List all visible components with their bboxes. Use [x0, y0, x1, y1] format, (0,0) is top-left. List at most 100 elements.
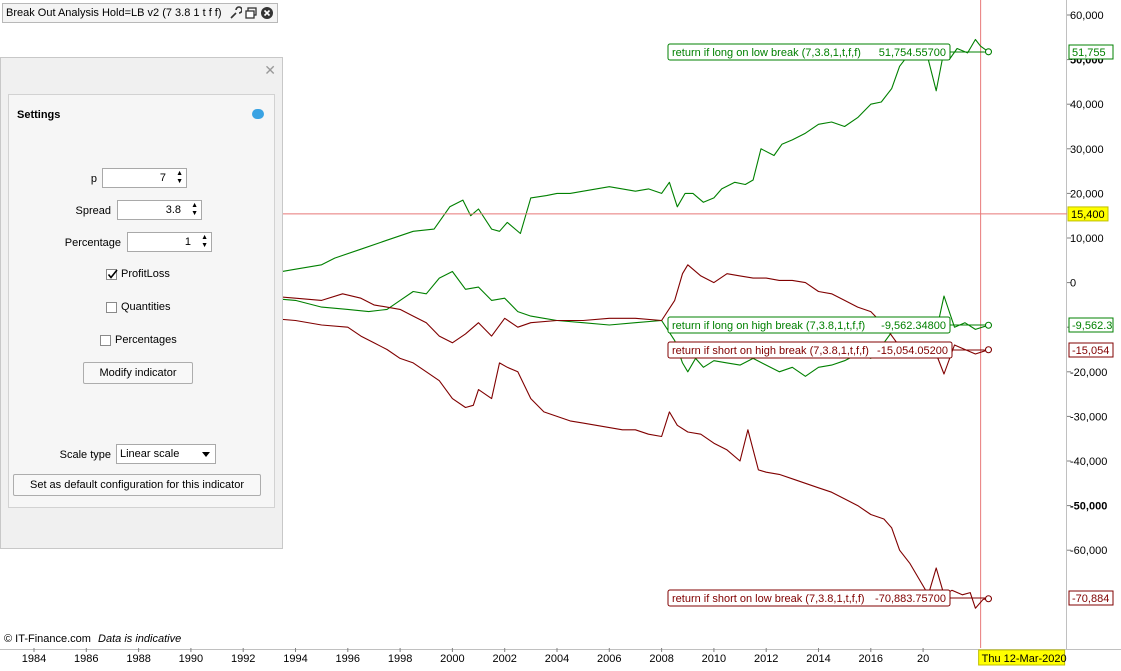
series-endpoint-1	[984, 321, 993, 329]
indicator-title-bar[interactable]: Break Out Analysis Hold=LB v2 (7 3.8 1 t…	[2, 3, 278, 23]
stepper-arrows-icon[interactable]: ▲ ▼	[201, 234, 208, 249]
x-tick-label: 2008	[649, 653, 673, 665]
checkbox-box[interactable]	[106, 268, 118, 280]
y-tick-label: 0	[1070, 278, 1076, 290]
series-label-value: -70,883.75700	[875, 593, 946, 605]
percentage-value: 1	[184, 236, 191, 248]
series-label-box	[667, 589, 951, 607]
series-label-box	[667, 43, 951, 61]
disclaimer-text: Data is indicative	[98, 633, 182, 645]
series-label-value: -9,562.34800	[881, 320, 946, 332]
x-tick-label: 20	[917, 653, 929, 665]
checkbox-box[interactable]	[100, 334, 111, 346]
x-tick-label: 2016	[859, 653, 883, 665]
percentages-label: Percentages	[115, 334, 177, 346]
series-endpoint-0	[984, 48, 993, 56]
y-tick-label: 30,000	[1070, 144, 1104, 156]
crosshair-value-label: 15,400	[1071, 209, 1105, 221]
series-label-value: -15,054.05200	[877, 345, 948, 357]
x-tick-label: 2000	[440, 653, 464, 665]
y-tick-label: 60,000	[1070, 10, 1104, 22]
footer: © IT-Finance.com Data is indicative	[4, 633, 181, 645]
p-value: 7	[159, 172, 166, 184]
x-axis-ticks: 1984 1986 1988 1990 1992 1994 1996 1998 2000 2002…	[22, 648, 929, 665]
axis-value-label: -9,562.3	[1072, 320, 1112, 332]
x-tick-label: 2004	[545, 653, 569, 665]
indicator-title: Break Out Analysis Hold=LB v2 (7 3.8 1 t…	[6, 7, 222, 19]
stepper-arrows-icon[interactable]: ▲ ▼	[191, 202, 198, 217]
settings-panel: ✕ Settings p 7 ▲ ▼ Spread 3.8 ▲ ▼ Percenta…	[0, 57, 283, 549]
series-label-name: return if short on high break (7,3.8,1,t…	[672, 345, 869, 357]
series-label-value: 51,754.55700	[879, 47, 946, 59]
series-endpoint-3	[984, 595, 993, 603]
help-bubble-icon[interactable]	[252, 109, 264, 119]
close-circle-icon[interactable]	[260, 6, 274, 20]
crosshair-group: 15,400 Thu 12-Mar-2020	[0, 206, 1109, 666]
spread-stepper[interactable]: 3.8 ▲ ▼	[117, 200, 202, 220]
quantities-label: Quantities	[121, 301, 171, 313]
scale-type-select[interactable]: Linear scale	[116, 444, 216, 464]
scale-type-label: Scale type	[59, 449, 111, 461]
x-tick-label: 1986	[74, 653, 98, 665]
series-line-3	[269, 317, 989, 609]
copyright-text: © IT-Finance.com	[4, 633, 91, 645]
series-label-box	[667, 316, 951, 334]
percentages-checkbox[interactable]: Percentages	[100, 334, 177, 346]
x-tick-label: 1992	[231, 653, 255, 665]
set-default-button[interactable]: Set as default configuration for this in…	[13, 474, 261, 496]
cursor-date-label: Thu 12-Mar-2020	[982, 653, 1067, 665]
series-label-name: return if short on low break (7,3.8,1,t,…	[672, 593, 865, 605]
x-tick-label: 2006	[597, 653, 621, 665]
settings-box: Settings p 7 ▲ ▼ Spread 3.8 ▲ ▼ Percentage…	[8, 94, 275, 508]
label-connector	[950, 597, 985, 599]
series-line-0	[269, 38, 989, 275]
y-tick-label: -60,000	[1070, 545, 1107, 557]
series-labels: return if long on low break (7,3.8,1,t,f…	[667, 43, 1114, 607]
series-endpoint-2	[984, 346, 993, 354]
p-label: p	[90, 173, 97, 185]
axis-value-box	[1068, 590, 1114, 606]
axis-value-box	[1068, 44, 1114, 60]
x-tick-label: 1988	[126, 653, 150, 665]
series-label-box	[667, 341, 953, 359]
y-tick-label: -30,000	[1070, 411, 1107, 423]
axis-value-box	[1068, 342, 1114, 358]
percentage-label: Percentage	[64, 237, 121, 249]
x-tick-label: 2010	[702, 653, 726, 665]
y-tick-label: 40,000	[1070, 99, 1104, 111]
axis-value-label: -15,054	[1072, 345, 1109, 357]
spread-label: Spread	[75, 205, 111, 217]
x-tick-label: 2002	[492, 653, 516, 665]
y-tick-label: -50,000	[1070, 501, 1107, 513]
y-tick-label: 10,000	[1070, 233, 1104, 245]
stepper-arrows-icon[interactable]: ▲ ▼	[176, 170, 183, 185]
x-tick-label: 1994	[283, 653, 307, 665]
x-tick-label: 1998	[388, 653, 412, 665]
y-tick-label: -40,000	[1070, 456, 1107, 468]
series-label-name: return if long on high break (7,3.8,1,t,…	[672, 320, 865, 332]
scale-type-value: Linear scale	[120, 448, 180, 460]
profitloss-checkbox[interactable]: ProfitLoss	[106, 268, 170, 280]
percentage-stepper[interactable]: 1 ▲ ▼	[127, 232, 212, 252]
x-tick-label: 2012	[754, 653, 778, 665]
x-tick-label: 1996	[336, 653, 360, 665]
crosshair-value-box	[1067, 206, 1109, 222]
x-tick-label: 1990	[179, 653, 203, 665]
chevron-down-icon[interactable]	[202, 452, 210, 457]
spread-value: 3.8	[165, 204, 181, 216]
p-stepper[interactable]: 7 ▲ ▼	[102, 168, 187, 188]
modify-indicator-button[interactable]: Modify indicator	[83, 362, 193, 384]
quantities-checkbox[interactable]: Quantities	[106, 301, 171, 313]
window-restore-icon[interactable]	[244, 6, 258, 20]
x-tick-label: 2014	[806, 653, 830, 665]
checkbox-box[interactable]	[106, 301, 117, 313]
x-tick-label: 1984	[22, 653, 46, 665]
y-tick-label: 20,000	[1070, 188, 1104, 200]
series-label-name: return if long on low break (7,3.8,1,t,f…	[672, 47, 861, 59]
y-tick-label: -20,000	[1070, 367, 1107, 379]
wrench-icon[interactable]	[228, 6, 243, 20]
close-icon[interactable]: ✕	[264, 62, 276, 78]
cursor-date-box	[978, 649, 1066, 666]
axis-value-label: -70,884	[1072, 593, 1109, 605]
